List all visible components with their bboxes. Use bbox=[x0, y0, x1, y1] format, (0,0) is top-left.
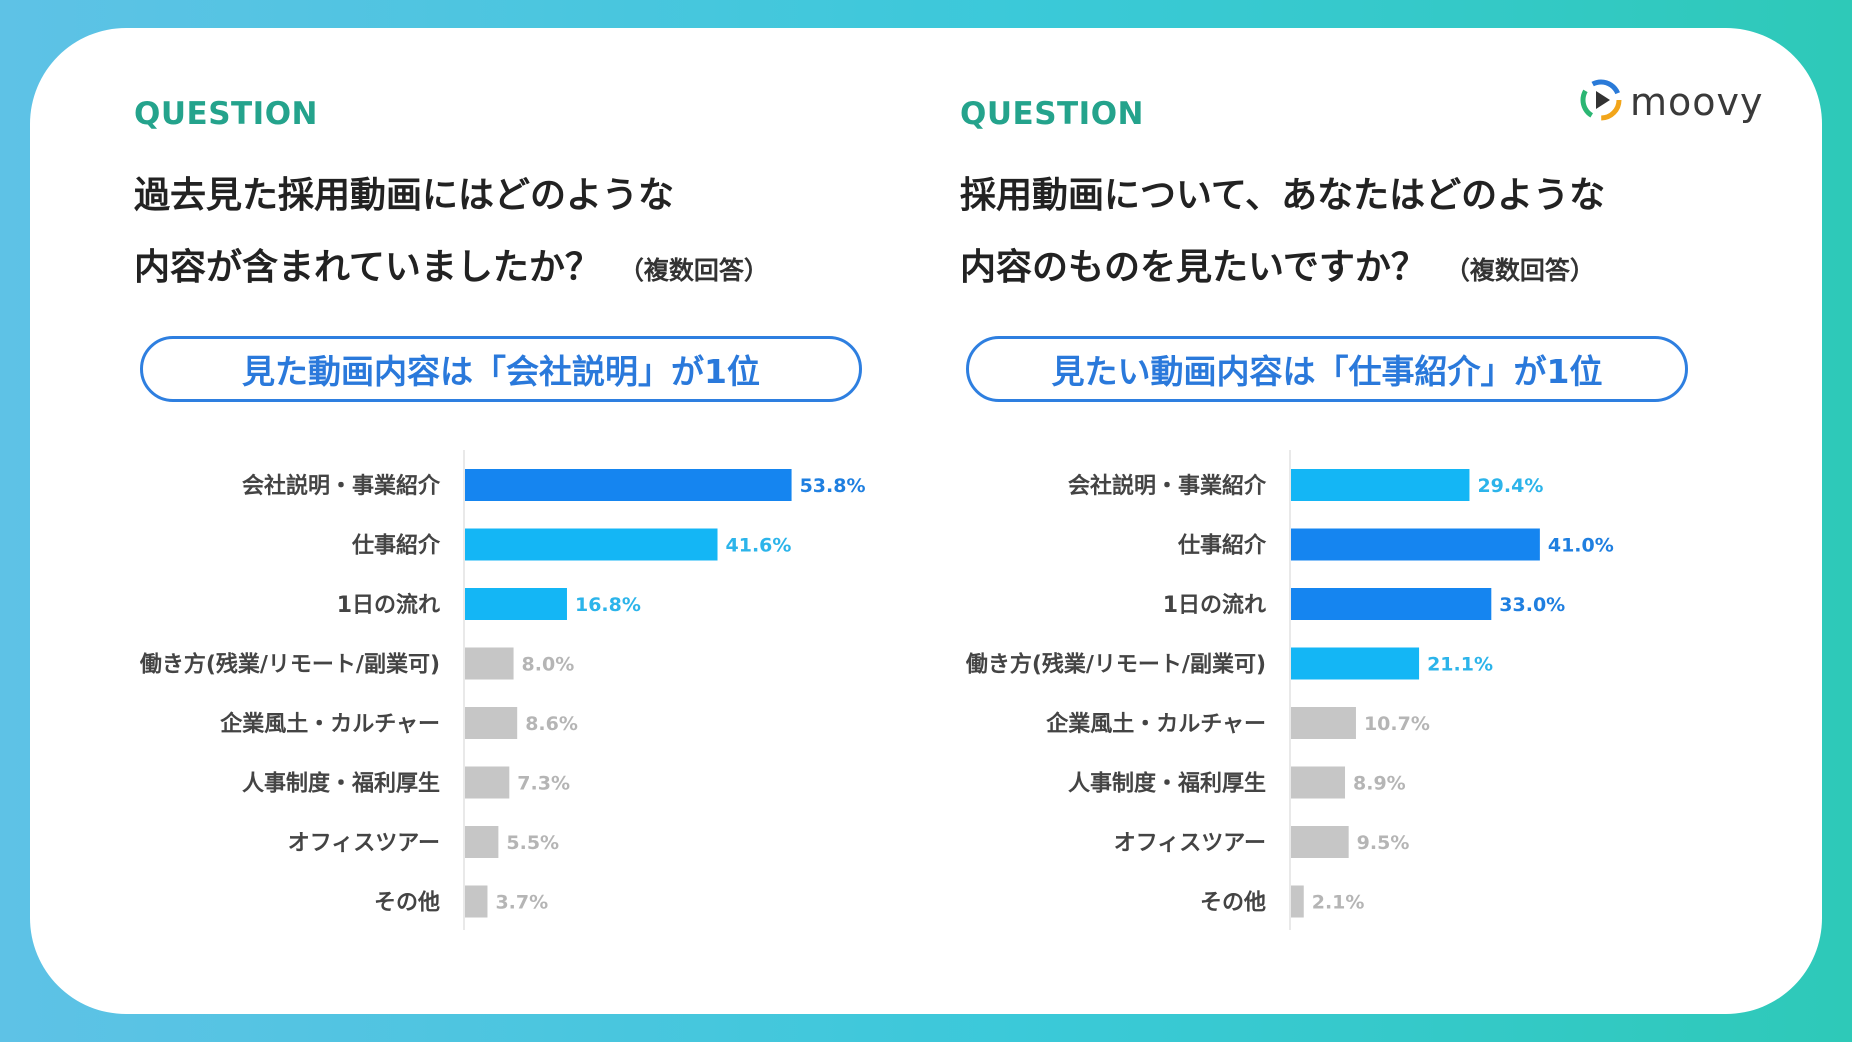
question-line-2-text: 内容が含まれていましたか？ bbox=[134, 247, 601, 288]
value-label: 10.7% bbox=[1364, 713, 1430, 735]
panel-wanted-videos: QUESTION 採用動画について、あなたはどのような 内容のものを見たいですか… bbox=[826, 0, 1726, 1042]
bar bbox=[465, 588, 567, 620]
bar bbox=[465, 469, 792, 501]
question-line-2: 内容のものを見たいですか？ （複数回答） bbox=[960, 238, 1595, 290]
headline-pill: 見たい動画内容は「仕事紹介」が1位 bbox=[966, 336, 1688, 402]
category-label: 企業風土・カルチャー bbox=[219, 711, 440, 737]
bar-chart-past: 会社説明・事業紹介 53.8% 仕事紹介 41.6% 1日の流れ 16.8% 働き方(残業/… bbox=[0, 450, 900, 940]
category-label: 会社説明・事業紹介 bbox=[1068, 473, 1267, 499]
bar bbox=[465, 647, 514, 680]
value-label: 29.4% bbox=[1477, 475, 1543, 497]
value-label: 7.3% bbox=[517, 773, 570, 795]
value-label: 33.0% bbox=[1499, 594, 1565, 616]
bar bbox=[465, 885, 488, 918]
question-note: （複数回答） bbox=[618, 256, 769, 285]
content-card bbox=[30, 28, 1822, 1014]
bar bbox=[465, 826, 499, 858]
bar bbox=[1291, 885, 1304, 918]
question-line-2-text: 内容のものを見たいですか？ bbox=[960, 247, 1427, 288]
bar bbox=[465, 707, 518, 739]
question-line-1: 過去見た採用動画にはどのような bbox=[134, 175, 675, 216]
category-label: その他 bbox=[1200, 891, 1266, 916]
question-label: QUESTION bbox=[134, 96, 319, 132]
chart-svg-wanted: 会社説明・事業紹介 29.4% 仕事紹介 41.0% 1日の流れ 33.0% 働き方(残業/… bbox=[965, 450, 1614, 930]
category-label: 仕事紹介 bbox=[351, 533, 441, 559]
play-circle-icon bbox=[1578, 77, 1624, 127]
bar bbox=[1291, 707, 1356, 739]
value-label: 41.6% bbox=[726, 535, 792, 557]
value-label: 8.6% bbox=[525, 713, 578, 735]
category-label: 1日の流れ bbox=[337, 592, 440, 618]
chart-svg-past: 会社説明・事業紹介 53.8% 仕事紹介 41.6% 1日の流れ 16.8% 働き方(残業/… bbox=[139, 450, 866, 930]
value-label: 2.1% bbox=[1312, 892, 1365, 914]
headline-pill: 見た動画内容は「会社説明」が1位 bbox=[140, 336, 862, 402]
bar bbox=[1291, 469, 1470, 501]
bar bbox=[1291, 528, 1540, 561]
category-label: 働き方(残業/リモート/副業可) bbox=[965, 652, 1266, 678]
logo-wordmark: moovy bbox=[1630, 80, 1764, 124]
value-label: 5.5% bbox=[506, 832, 559, 854]
bar-chart-wanted: 会社説明・事業紹介 29.4% 仕事紹介 41.0% 1日の流れ 33.0% 働き方(残業/… bbox=[826, 450, 1726, 940]
value-label: 21.1% bbox=[1427, 654, 1493, 676]
panel-past-videos: QUESTION 過去見た採用動画にはどのような 内容が含まれていましたか？ （複… bbox=[0, 0, 900, 1042]
value-label: 3.7% bbox=[495, 892, 548, 914]
category-label: その他 bbox=[374, 891, 440, 916]
category-label: オフィスツアー bbox=[288, 831, 440, 856]
value-label: 8.0% bbox=[522, 654, 575, 676]
value-label: 16.8% bbox=[575, 594, 641, 616]
category-label: 仕事紹介 bbox=[1177, 533, 1267, 559]
category-label: 働き方(残業/リモート/副業可) bbox=[139, 652, 440, 678]
value-label: 53.8% bbox=[800, 475, 866, 497]
bar bbox=[465, 766, 510, 799]
value-label: 9.5% bbox=[1357, 832, 1410, 854]
bar bbox=[1291, 766, 1346, 799]
bar bbox=[1291, 588, 1492, 620]
category-label: 人事制度・福利厚生 bbox=[1068, 771, 1266, 797]
category-label: オフィスツアー bbox=[1114, 831, 1266, 856]
brand-logo: moovy bbox=[1578, 76, 1764, 128]
category-label: 会社説明・事業紹介 bbox=[242, 473, 441, 499]
question-line-2: 内容が含まれていましたか？ （複数回答） bbox=[134, 238, 769, 290]
bar bbox=[1291, 647, 1420, 680]
question-note: （複数回答） bbox=[1444, 256, 1595, 285]
question-line-1: 採用動画について、あなたはどのような bbox=[960, 175, 1606, 216]
category-label: 1日の流れ bbox=[1163, 592, 1266, 618]
category-label: 人事制度・福利厚生 bbox=[242, 771, 440, 797]
bar bbox=[1291, 826, 1349, 858]
category-label: 企業風土・カルチャー bbox=[1045, 711, 1266, 737]
value-label: 41.0% bbox=[1548, 535, 1614, 557]
bar bbox=[465, 528, 718, 561]
question-label: QUESTION bbox=[960, 96, 1145, 132]
value-label: 8.9% bbox=[1353, 773, 1406, 795]
